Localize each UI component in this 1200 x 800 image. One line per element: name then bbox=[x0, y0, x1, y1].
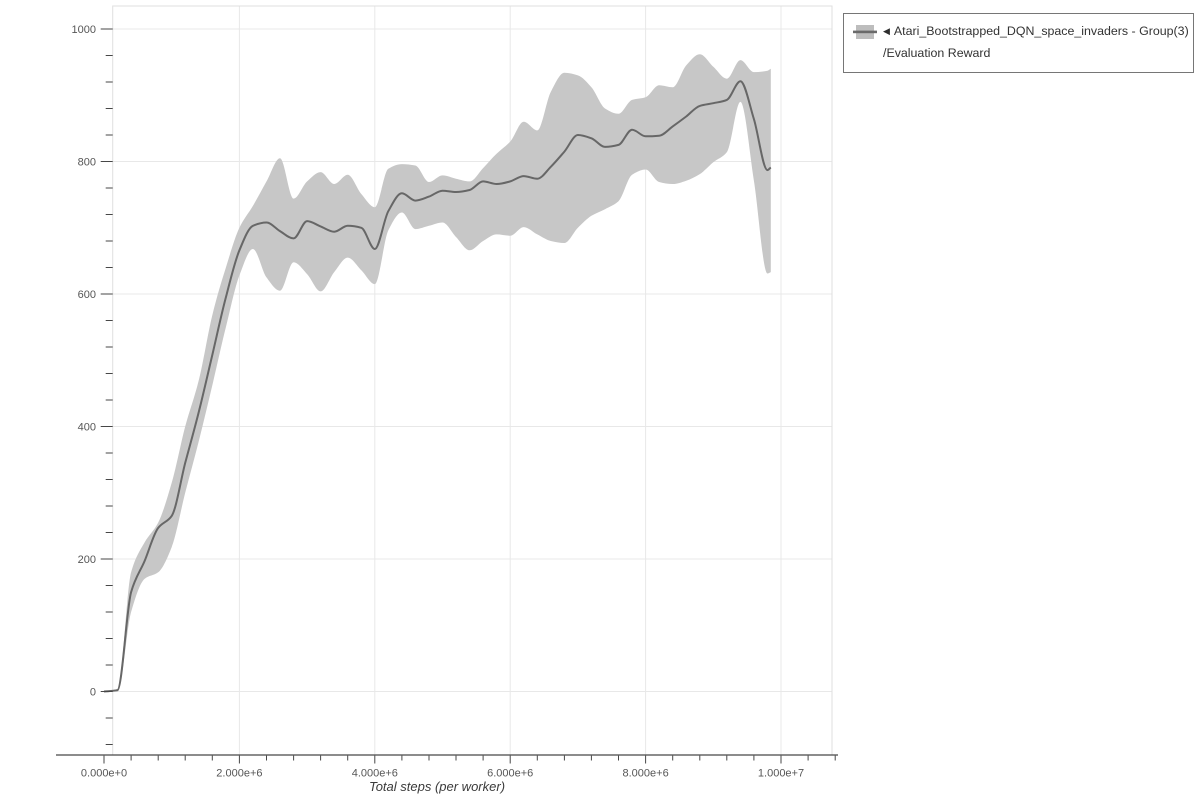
plot-border bbox=[112, 5, 833, 755]
y-tick-label: 600 bbox=[78, 289, 96, 301]
x-tick-labels: 0.000e+0 2.000e+6 4.000e+6 6.000e+6 8.000e+6… bbox=[81, 768, 804, 780]
legend-series-name: Atari_Bootstrapped_DQN_space_invaders - … bbox=[893, 24, 1189, 38]
x-tick-label: 1.000e+7 bbox=[758, 768, 804, 780]
y-tick-labels: 0 200 400 600 800 1000 bbox=[72, 24, 96, 698]
legend-text: ◀ Atari_Bootstrapped_DQN_space_invaders -… bbox=[883, 21, 1189, 64]
legend-metric-name: /Evaluation Reward bbox=[883, 46, 991, 60]
x-tick-label: 6.000e+6 bbox=[487, 768, 533, 780]
legend[interactable]: ◀ Atari_Bootstrapped_DQN_space_invaders -… bbox=[843, 13, 1194, 73]
y-tick-label: 1000 bbox=[72, 24, 96, 36]
gridlines bbox=[112, 6, 832, 755]
collapse-arrow-icon[interactable]: ◀ bbox=[883, 26, 890, 36]
x-tick-label: 4.000e+6 bbox=[352, 768, 398, 780]
x-tick-label: 2.000e+6 bbox=[216, 768, 262, 780]
series-swatch-icon bbox=[853, 24, 877, 40]
y-tick-label: 200 bbox=[78, 554, 96, 566]
swatch-line-rect bbox=[853, 30, 877, 34]
y-tick-label: 0 bbox=[90, 686, 96, 698]
x-tick-label: 0.000e+0 bbox=[81, 768, 127, 780]
confidence-band bbox=[104, 54, 771, 692]
y-tick-label: 400 bbox=[78, 421, 96, 433]
y-tick-label: 800 bbox=[78, 156, 96, 168]
x-axis-title: Total steps (per worker) bbox=[368, 779, 506, 794]
x-tick-label: 8.000e+6 bbox=[623, 768, 669, 780]
mean-line[interactable] bbox=[103, 80, 772, 693]
ticks bbox=[100, 28, 836, 764]
